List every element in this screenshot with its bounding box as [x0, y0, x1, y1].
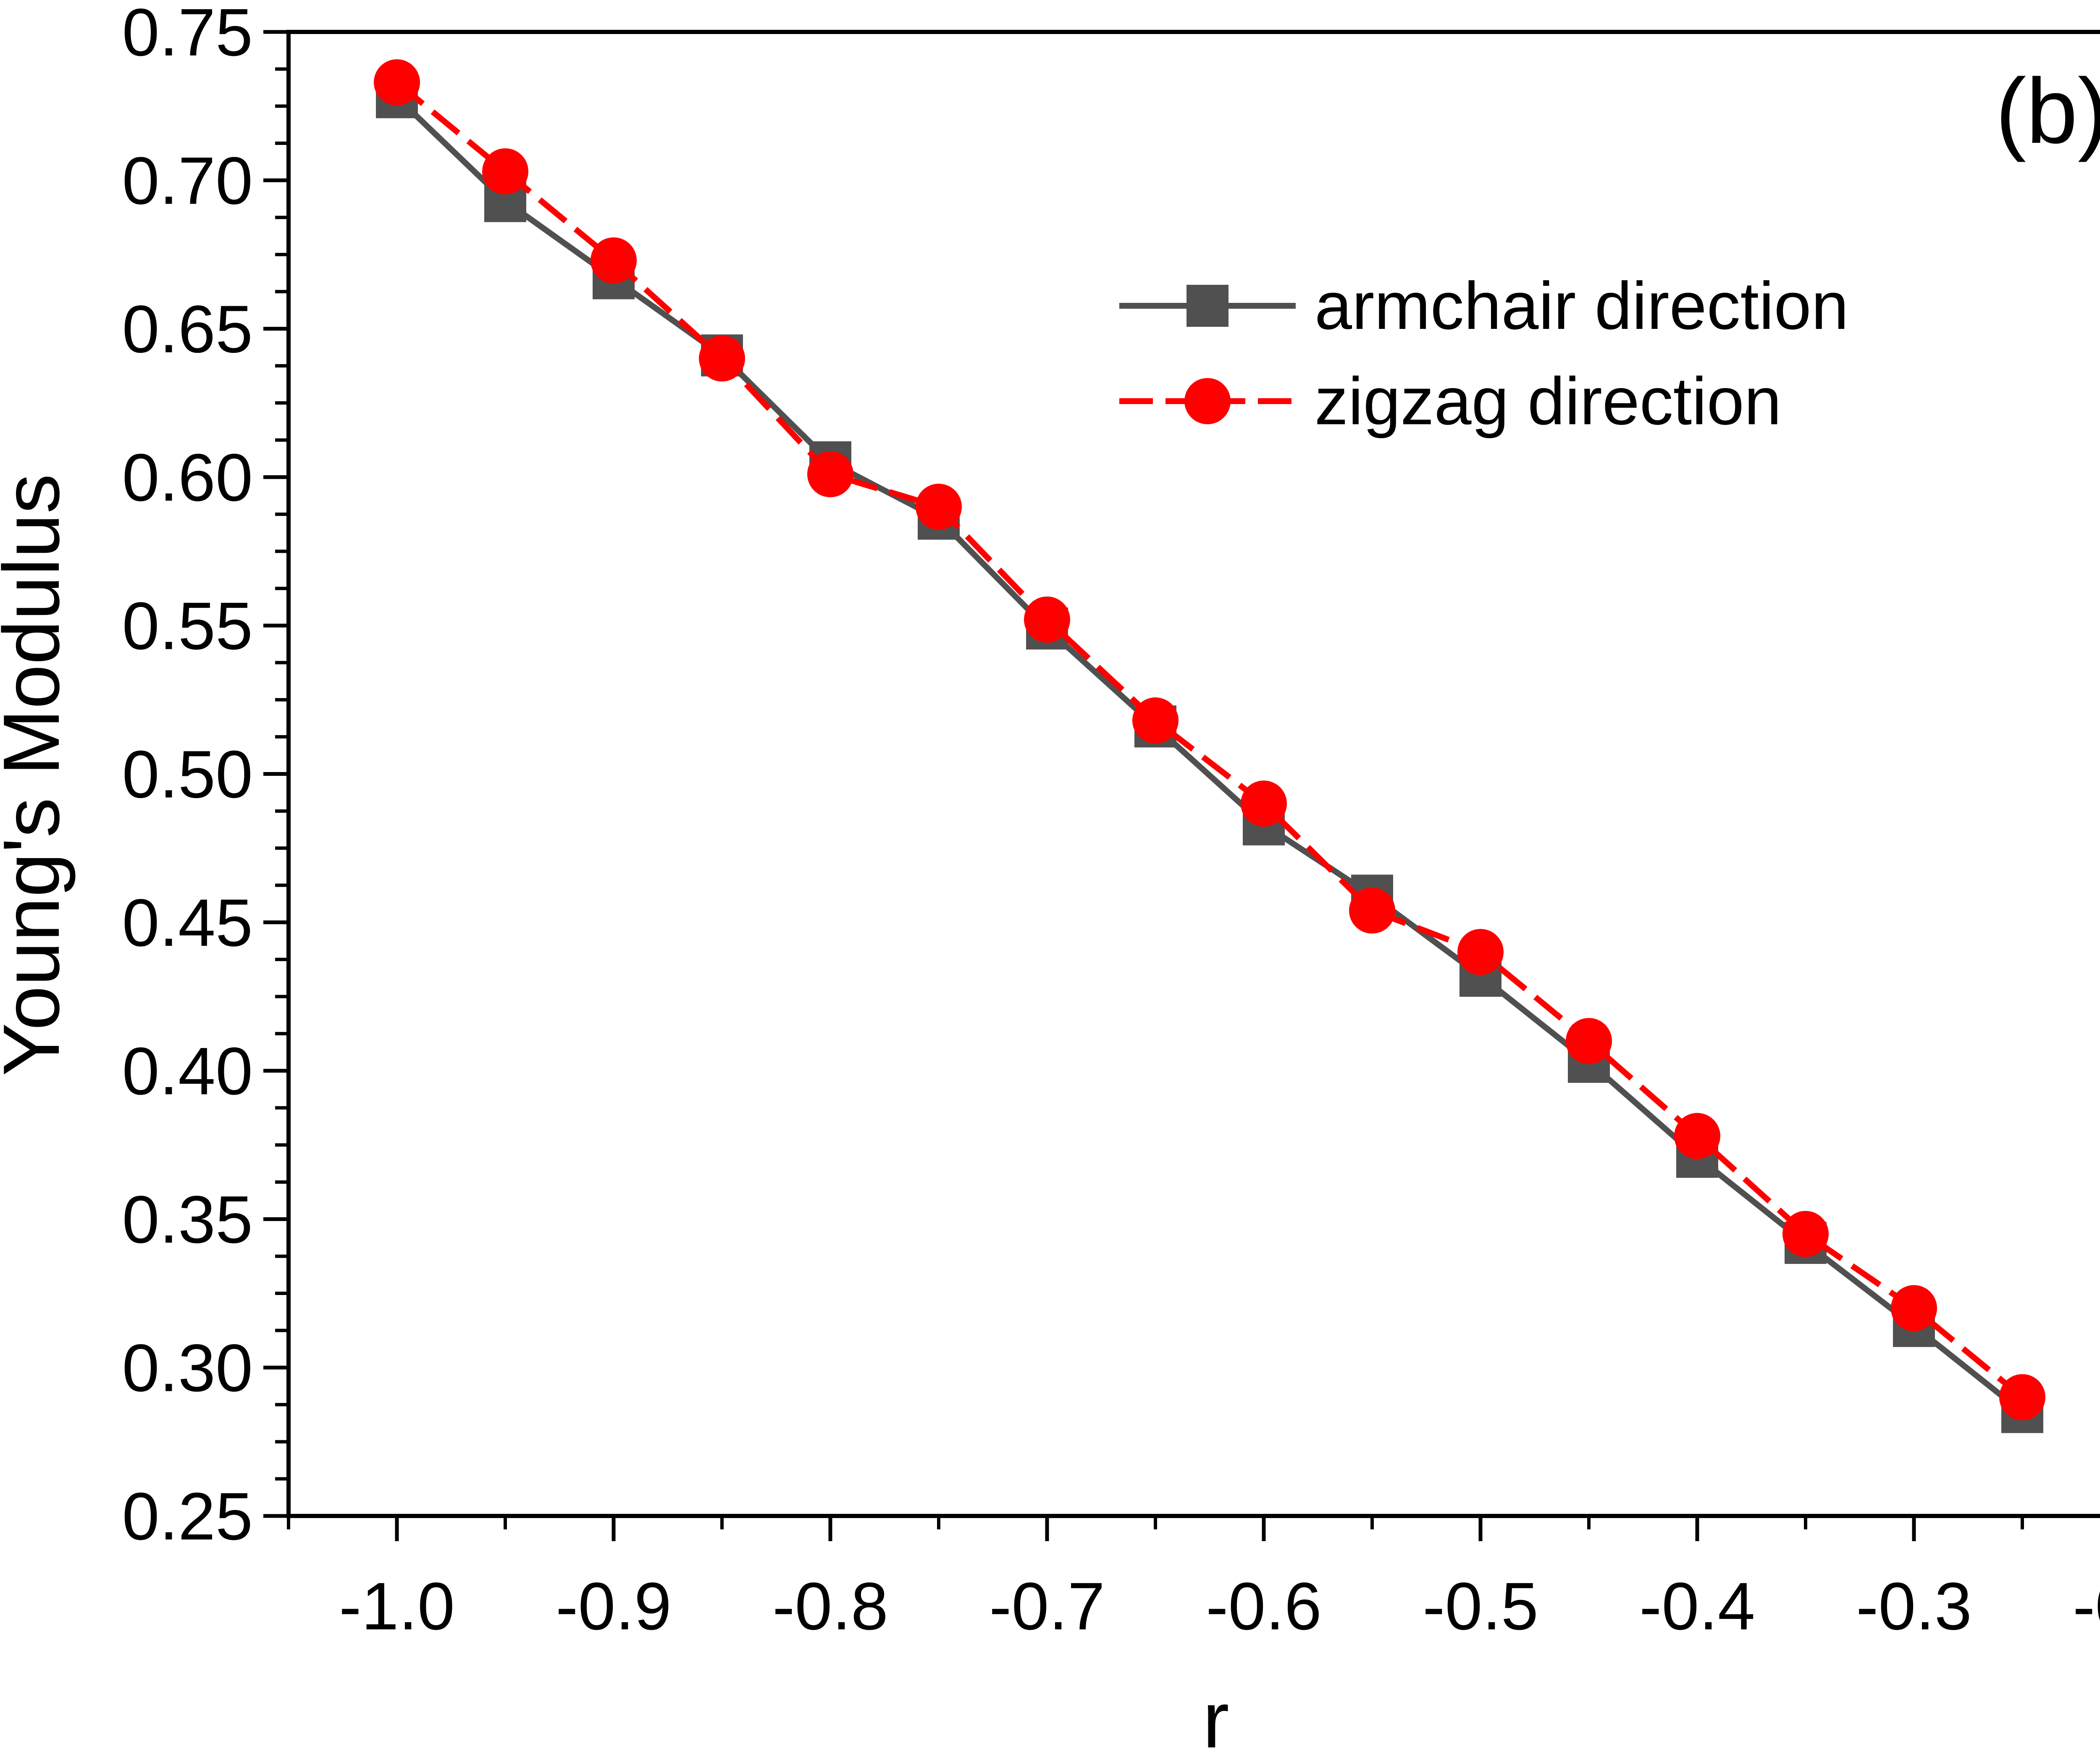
y-tick-label: 0.35	[122, 1182, 253, 1257]
y-tick-label: 0.50	[122, 737, 253, 812]
x-tick-label: -0.9	[556, 1568, 672, 1644]
panel-label: (b)	[1995, 59, 2100, 163]
y-tick-label: 0.55	[122, 588, 253, 663]
x-tick-label: -0.4	[1639, 1568, 1755, 1644]
y-tick-label: 0.30	[122, 1330, 253, 1405]
zigzag-circle-marker	[1132, 697, 1179, 744]
y-tick-label: 0.65	[122, 292, 253, 367]
zigzag-circle-marker	[916, 483, 962, 530]
x-tick-label: -0.6	[1206, 1568, 1322, 1644]
series-line-armchair	[395, 95, 2024, 1415]
legend-circle-marker	[1184, 378, 1231, 424]
x-tick-label: -0.8	[772, 1568, 888, 1644]
legend-square-marker	[1186, 285, 1228, 327]
x-tick-label: -0.7	[989, 1568, 1105, 1644]
zigzag-circle-marker	[1349, 887, 1395, 934]
plot-frame	[286, 30, 2100, 1518]
x-tick-label: -0.2	[2073, 1568, 2100, 1644]
y-tick-label: 0.25	[122, 1479, 253, 1554]
zigzag-circle-marker	[807, 451, 853, 497]
zigzag-circle-marker	[1674, 1113, 1720, 1159]
legend-label: armchair direction	[1315, 268, 1849, 343]
x-tick-label: -0.3	[1856, 1568, 1972, 1644]
x-tick-label: -0.5	[1423, 1568, 1538, 1644]
y-tick-label: 0.75	[122, 0, 253, 70]
zigzag-circle-marker	[1024, 596, 1070, 643]
zigzag-circle-marker	[1891, 1285, 1937, 1332]
series-layer	[374, 59, 2045, 1433]
legend-label: zigzag direction	[1315, 363, 1782, 439]
y-tick-label: 0.60	[122, 440, 253, 515]
series-line-zigzag	[395, 80, 2024, 1400]
zigzag-circle-marker	[1566, 1018, 1612, 1064]
x-tick-label: -1.0	[339, 1568, 455, 1644]
y-axis-ticks: 0.25 0.30 0.35 0.40 0.45 0.50 0.55 0.60 0.65 0.70…	[122, 0, 289, 1554]
y-tick-label: 0.45	[122, 885, 253, 960]
x-axis-ticks: -1.0 -0.9 -0.8 -0.7 -0.6 -0.5 -0.4 -0.3 -0.2	[287, 1516, 2100, 1644]
y-tick-label: 0.40	[122, 1033, 253, 1109]
y-tick-label: 0.70	[122, 143, 253, 218]
zigzag-circle-marker	[482, 148, 528, 195]
zigzag-circle-marker	[1457, 929, 1504, 975]
zigzag-circle-marker	[1241, 780, 1287, 827]
zigzag-circle-marker	[374, 59, 420, 106]
zigzag-circle-marker	[591, 237, 637, 284]
y-axis-title: Young's Modulus	[0, 474, 76, 1076]
zigzag-circle-marker	[699, 335, 745, 382]
zigzag-circle-marker	[1999, 1374, 2045, 1421]
x-axis-title: r	[1202, 1676, 1229, 1760]
legend: armchair direction zigzag direction	[1119, 268, 1849, 439]
zigzag-circle-marker	[1782, 1211, 1829, 1257]
